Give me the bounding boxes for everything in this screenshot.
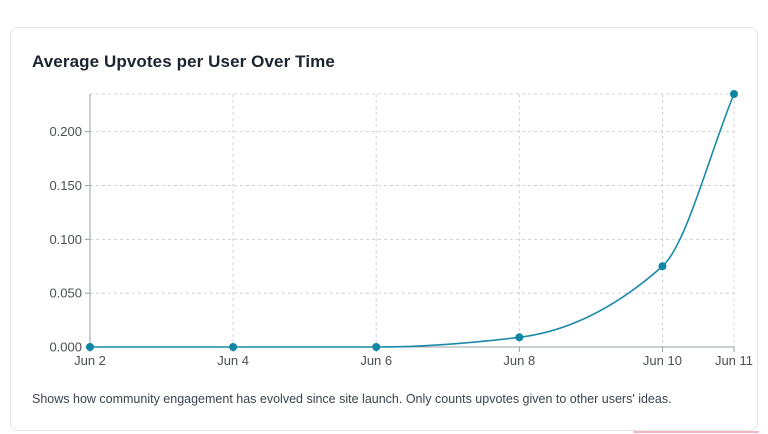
x-tick-label: Jun 2 (74, 353, 106, 368)
series-upvotes (86, 90, 738, 351)
line-chart: 0.000 0.050 0.100 0.150 0.200 Jun 2 Jun 4 Jun 6… (49, 90, 753, 368)
data-point (372, 343, 381, 351)
x-tick-label: Jun 8 (503, 353, 535, 368)
data-point (229, 343, 238, 351)
x-tick-label: Jun 10 (643, 353, 682, 368)
partial-element-edge (633, 431, 759, 433)
x-tick-label: Jun 11 (715, 353, 753, 368)
data-point (730, 90, 738, 98)
x-tick-label: Jun 4 (217, 353, 249, 368)
y-tick-label: 0.050 (49, 286, 82, 301)
data-point (515, 333, 524, 342)
chart-caption: Shows how community engagement has evolv… (32, 392, 672, 406)
y-tick-label: 0.000 (49, 340, 82, 355)
y-tick-label: 0.200 (49, 124, 82, 139)
series-line (89, 93, 735, 348)
grid (90, 93, 735, 347)
tick-labels: 0.000 0.050 0.100 0.150 0.200 Jun 2 Jun 4 Jun 6… (49, 124, 753, 368)
x-tick-label: Jun 6 (360, 353, 392, 368)
axes (85, 94, 735, 352)
y-tick-label: 0.150 (49, 178, 82, 193)
data-point (86, 343, 94, 351)
chart-title: Average Upvotes per User Over Time (32, 52, 335, 71)
chart-card: Average Upvotes per User Over Time 0.000… (10, 27, 758, 431)
y-tick-label: 0.100 (49, 232, 82, 247)
data-point (658, 262, 667, 271)
